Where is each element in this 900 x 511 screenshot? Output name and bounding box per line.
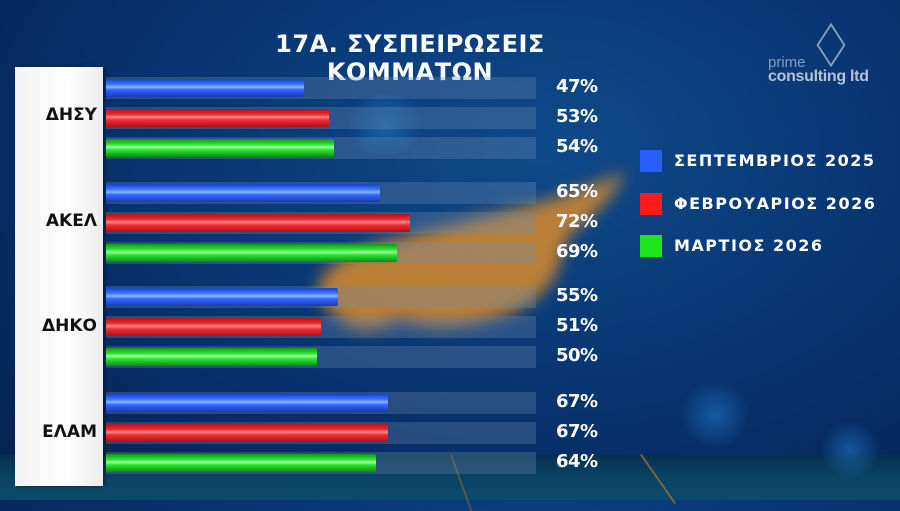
bar-track	[106, 316, 536, 338]
party-label-akel: ΑΚΕΛ	[45, 211, 97, 231]
value-label: 51%	[556, 315, 598, 336]
bar-track	[106, 452, 536, 474]
bar-february-2026	[106, 424, 388, 442]
value-label: 65%	[556, 181, 598, 202]
legend-label: ΦΕΒΡΟΥΑΡΙΟΣ 2026	[674, 194, 877, 213]
bar-track	[106, 242, 536, 264]
bar-september-2025	[106, 184, 380, 202]
legend-swatch-blue	[640, 150, 662, 172]
bar-march-2026	[106, 244, 397, 262]
chart-title: 17Α. ΣΥΣΠΕΙΡΩΣΕΙΣ ΚΟΜΜΑΤΩΝ	[275, 30, 545, 86]
bar-march-2026	[106, 454, 376, 472]
legend-label: ΣΕΠΤΕΜΒΡΙΟΣ 2025	[674, 151, 876, 170]
party-label-diko: ΔΗΚΟ	[41, 316, 97, 336]
bar-september-2025	[106, 288, 338, 306]
logo-text-prime: prime	[768, 54, 806, 71]
value-label: 72%	[556, 211, 598, 232]
legend-label: ΜΑΡΤΙΟΣ 2026	[674, 236, 824, 255]
bar-track	[106, 212, 536, 234]
bar-track	[106, 392, 536, 414]
value-label: 54%	[556, 136, 598, 157]
legend-swatch-red	[640, 193, 662, 215]
bar-february-2026	[106, 214, 410, 232]
cyprus-map-shape	[318, 172, 625, 330]
value-label: 50%	[556, 345, 598, 366]
background-glow	[340, 95, 430, 155]
value-label: 69%	[556, 241, 598, 262]
background-glow	[820, 420, 880, 480]
bar-september-2025	[106, 79, 304, 97]
prime-consulting-logo: prime consulting ltd	[766, 22, 886, 90]
value-label: 67%	[556, 391, 598, 412]
party-label-panel: ΔΗΣΥ ΑΚΕΛ ΔΗΚΟ ΕΛΑΜ	[15, 67, 103, 486]
background-glow	[680, 380, 750, 450]
bar-march-2026	[106, 348, 317, 366]
bar-september-2025	[106, 394, 388, 412]
bar-february-2026	[106, 318, 321, 336]
logo-diamond-icon	[816, 22, 846, 68]
value-label: 55%	[556, 285, 598, 306]
bar-track	[106, 107, 536, 129]
value-label: 64%	[556, 451, 598, 472]
bar-track	[106, 137, 536, 159]
bar-track	[106, 77, 536, 99]
bar-track	[106, 286, 536, 308]
party-label-elam: ΕΛΑΜ	[42, 422, 97, 442]
bar-track	[106, 422, 536, 444]
value-label: 67%	[556, 421, 598, 442]
value-label: 47%	[556, 76, 598, 97]
bar-march-2026	[106, 139, 334, 157]
legend-swatch-green	[640, 235, 662, 257]
value-label: 53%	[556, 106, 598, 127]
bar-track	[106, 346, 536, 368]
bar-february-2026	[106, 109, 329, 127]
bar-track	[106, 182, 536, 204]
party-label-disy: ΔΗΣΥ	[45, 105, 97, 125]
logo-text-consulting: consulting ltd	[768, 68, 869, 85]
